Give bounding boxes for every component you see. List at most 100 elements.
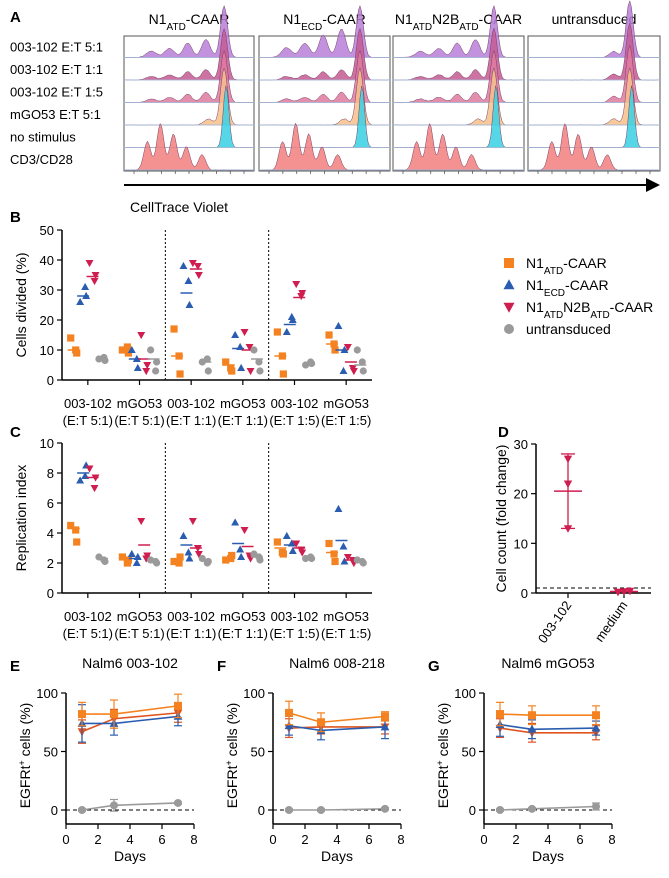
data-point-n1n2b xyxy=(343,553,352,562)
data-point-n1ecd xyxy=(231,330,240,339)
data-point-n1ecd xyxy=(340,557,349,565)
label-part: cells (%) xyxy=(17,703,33,761)
label-part: N1 xyxy=(283,11,301,27)
y-tick-label: 6 xyxy=(47,496,54,511)
data-point-n1ecd xyxy=(127,549,136,558)
data-point-untransduced xyxy=(358,358,366,366)
y-tick-label: 100 xyxy=(243,686,265,701)
data-point-untransduced xyxy=(496,806,504,814)
panel-label: B xyxy=(10,209,21,226)
x-tick-label: 8 xyxy=(190,832,197,847)
x-tick-label: mGO53 xyxy=(220,609,266,624)
x-tick-label: (E:T 1:1) xyxy=(166,413,216,428)
data-point-n1ecd xyxy=(127,345,136,354)
data-point-n1atd xyxy=(325,539,333,548)
column-title-0: N1ATD-CAAR xyxy=(149,11,230,33)
data-point-n1atd xyxy=(330,550,338,558)
panel-e: E Nalm6 003-102 0 50 100 0 2 4 6 8 Days EGFRt+ cell… xyxy=(10,655,198,864)
y-tick-label: 40 xyxy=(40,253,54,268)
data-point-n1n2b xyxy=(348,364,357,373)
data-point-n1ecd xyxy=(236,545,245,553)
data-point-n1n2b xyxy=(137,517,146,526)
label-part: cells (%) xyxy=(224,703,240,761)
y-tick-label: 0 xyxy=(47,373,54,388)
y-tick-label: 0 xyxy=(521,586,528,601)
label-part: EGFRt xyxy=(435,765,451,808)
legend-label-2: N1ATDN2BATD-CAAR xyxy=(526,299,653,321)
histogram-frame xyxy=(527,35,661,172)
y-axis-label: Cells divided (%) xyxy=(13,252,29,357)
panel-label: F xyxy=(217,658,226,675)
data-point-n1atd xyxy=(67,521,75,530)
column-title-1: N1ECD-CAAR xyxy=(283,11,366,33)
chart-title: Nalm6 mGO53 xyxy=(501,655,595,671)
x-axis-label: Days xyxy=(321,848,353,864)
label-part: N1 xyxy=(149,11,167,27)
y-axis-label: EGFRt+ cells (%) xyxy=(435,703,451,809)
data-point-n1atd xyxy=(285,708,293,717)
data-point-untransduced xyxy=(203,559,211,567)
data-point-n1n2b xyxy=(142,555,151,563)
data-point-n1n2b xyxy=(137,331,146,340)
y-axis-label: EGFRt+ cells (%) xyxy=(224,703,240,809)
data-point-n1ecd xyxy=(288,546,297,555)
data-point-n1atd xyxy=(227,364,235,372)
data-point-n1ecd xyxy=(339,366,348,375)
panel-g: G Nalm6 mGO53 0 50 100 0 2 4 6 8 Days EGFRt+ cells … xyxy=(428,655,616,864)
x-tick-label: 003-102 xyxy=(271,396,319,411)
y-tick-label: 30 xyxy=(40,283,54,298)
histogram-trace xyxy=(528,0,660,59)
row-label-0: 003-102 E:T 5:1 xyxy=(10,40,103,55)
label-subscript: ATD xyxy=(167,22,186,33)
x-tick-label: 6 xyxy=(365,832,372,847)
label-superscript: + xyxy=(224,760,234,765)
y-tick-label: 30 xyxy=(514,437,528,452)
data-point-n1atd xyxy=(73,538,81,546)
x-tick-label: 003-102 xyxy=(64,396,112,411)
panel-label-a: A xyxy=(10,9,21,26)
legend: N1ATD-CAARN1ECD-CAARN1ATDN2BATD-CAARuntr… xyxy=(503,255,653,337)
y-tick-label: 50 xyxy=(251,745,265,760)
y-tick-label: 50 xyxy=(40,223,54,238)
legend-marker-0 xyxy=(504,258,514,268)
label-superscript: + xyxy=(17,760,27,765)
histogram-trace xyxy=(528,85,660,149)
data-point-n1n2b xyxy=(142,367,151,376)
data-point-n1n2b xyxy=(343,343,352,352)
data-point-untransduced xyxy=(359,367,367,375)
data-point-untransduced xyxy=(256,367,264,375)
data-point-n1n2b xyxy=(143,361,152,370)
data-point-untransduced xyxy=(307,553,315,561)
y-tick-label: 10 xyxy=(40,436,54,451)
x-axis-label: Days xyxy=(114,848,146,864)
data-point-n1atd xyxy=(72,526,80,534)
data-point-untransduced xyxy=(147,346,155,354)
x-tick-label: 6 xyxy=(158,832,165,847)
data-point-n1atd xyxy=(174,701,182,710)
data-point-n1ecd xyxy=(527,724,537,733)
y-tick-label: 50 xyxy=(462,745,476,760)
x-tick-label: mGO53 xyxy=(117,609,163,624)
y-tick-label: 20 xyxy=(514,487,528,502)
panel-label: D xyxy=(498,424,509,441)
data-point-n1n2b xyxy=(240,526,249,535)
data-point-n1ecd xyxy=(81,282,90,291)
x-tick-label: (E:T 1:5) xyxy=(321,626,371,641)
data-point-untransduced xyxy=(153,358,161,366)
label-subscript: ECD xyxy=(301,22,322,33)
data-point-n1atd xyxy=(123,343,131,351)
data-point-untransduced xyxy=(592,802,600,811)
chart-title: Nalm6 003-102 xyxy=(82,655,178,671)
panel-a: A N1ATD-CAAR N1ECD-CAAR N1ATDN2BATD-CAAR unt… xyxy=(10,0,661,215)
series-line-untransduced xyxy=(81,802,179,811)
x-axis-arrow-head xyxy=(646,178,660,192)
panel-a-xlabel: CellTrace Violet xyxy=(130,199,228,215)
label-superscript: + xyxy=(435,760,445,765)
data-point-untransduced xyxy=(255,358,263,366)
x-tick-label: 2 xyxy=(301,832,308,847)
data-point-untransduced xyxy=(307,358,315,366)
data-point-n1n2b xyxy=(90,277,99,286)
data-point-n1atd xyxy=(331,346,339,354)
data-point-n1ecd xyxy=(185,300,194,309)
data-point-n1atd xyxy=(175,559,183,567)
